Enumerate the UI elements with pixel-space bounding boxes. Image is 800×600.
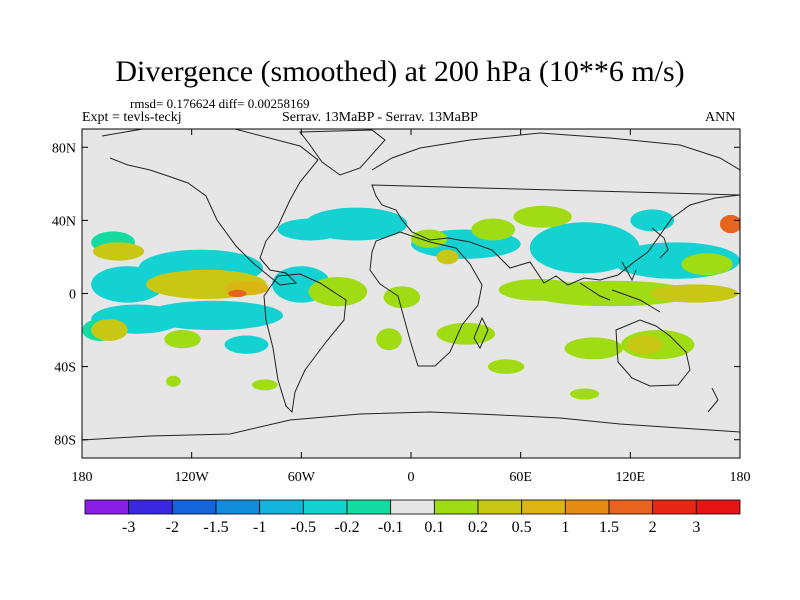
chart-title: Divergence (smoothed) at 200 hPa (10**6 … [115, 55, 685, 88]
field-region-24 [471, 218, 516, 241]
field-region-38 [626, 335, 664, 354]
field-region-31 [564, 337, 624, 360]
field-region-30 [681, 253, 733, 276]
field-region-6 [277, 218, 344, 241]
colorbar-box-10 [521, 499, 566, 515]
colorbar-box-12 [608, 499, 654, 515]
colorbar: -3 -2 -1.5 -1 -0.5 -0.2 -0.1 0.1 0.2 0.5 1 1.5 2 3 [84, 499, 741, 536]
field-region-35 [570, 388, 600, 400]
y-tick-label-4: 80S [54, 434, 76, 449]
comparison-label: Serrav. 13MaBP - Serrav. 13MaBP [282, 110, 478, 125]
x-tick-label-1: 120W [175, 470, 210, 485]
x-tick-label-6: 180 [730, 470, 751, 485]
y-tick-label-3: 40S [54, 361, 76, 376]
colorbar-label-12: 2 [649, 519, 657, 536]
field-region-26 [487, 359, 525, 374]
field-region-23 [411, 229, 448, 248]
colorbar-box-9 [477, 499, 523, 515]
field-region-3 [144, 300, 284, 331]
field-region-15 [91, 319, 128, 342]
y-tick-label-1: 40N [52, 214, 76, 229]
coast-africa [369, 231, 483, 367]
x-tick-label-4: 60E [509, 470, 532, 485]
x-tick-label-5: 120E [616, 470, 646, 485]
season-label: ANN [705, 110, 736, 125]
coast-greenland [299, 129, 386, 176]
colorbar-box-6 [346, 499, 392, 515]
coast-antarctica [82, 411, 740, 441]
colorbar-box-8 [433, 499, 479, 515]
field-region-11 [224, 335, 269, 354]
field-region-27 [513, 205, 572, 228]
x-tick-label-2: 60W [288, 470, 316, 485]
experiment-label: Expt = tevls-teckj [82, 110, 182, 125]
colorbar-label-3: -1 [253, 519, 266, 536]
colorbar-box-3 [215, 499, 261, 515]
divergence-field [82, 205, 740, 400]
colorbar-box-11 [564, 499, 610, 515]
field-region-22 [376, 328, 402, 351]
plot-border [81, 128, 741, 459]
field-region-14 [92, 242, 145, 261]
field-region-19 [164, 330, 201, 349]
colorbar-label-5: -0.2 [334, 519, 359, 536]
colorbar-label-8: 0.2 [468, 519, 488, 536]
field-region-37 [650, 284, 739, 303]
field-region-34 [166, 375, 181, 387]
colorbar-box-0 [84, 499, 130, 515]
y-tick-label-2: 0 [69, 288, 76, 303]
coast-madagascar [473, 316, 489, 350]
colorbar-label-1: -2 [166, 519, 179, 536]
field-region-21 [383, 286, 421, 309]
field-region-36 [436, 249, 459, 265]
field-region-39 [719, 214, 740, 234]
field-region-10 [630, 209, 675, 232]
colorbar-label-6: -0.1 [378, 519, 403, 536]
coast-south-america [263, 273, 347, 414]
field-region-20 [308, 277, 368, 307]
colorbar-box-4 [259, 499, 304, 515]
colorbar-label-2: -1.5 [203, 519, 228, 536]
colorbar-box-2 [171, 499, 217, 515]
colorbar-box-7 [390, 499, 435, 515]
colorbar-label-13: 3 [692, 519, 700, 536]
axes: 180 120W 60W 0 60E 120E 180 80N 40N 0 40S 80S [52, 129, 751, 485]
coast-new-zealand [707, 387, 719, 413]
colorbar-box-14 [695, 499, 741, 515]
field-region-25 [436, 322, 496, 345]
colorbar-label-4: -0.5 [291, 519, 316, 536]
stats-line: rmsd= 0.176624 diff= 0.00258169 [130, 96, 310, 111]
coast-australia [615, 319, 691, 387]
colorbar-box-13 [652, 499, 697, 515]
y-tick-label-0: 80N [52, 141, 76, 156]
colorbar-label-11: 1.5 [599, 519, 619, 536]
x-tick-label-0: 180 [72, 470, 93, 485]
colorbar-box-1 [128, 499, 173, 515]
colorbar-label-7: 0.1 [424, 519, 444, 536]
coast-japan [651, 227, 669, 259]
colorbar-label-9: 0.5 [512, 519, 532, 536]
coast-maritime-continent [579, 261, 661, 313]
field-region-18 [228, 289, 247, 298]
field-region-29 [529, 280, 695, 307]
coastlines [82, 129, 740, 441]
colorbar-box-5 [302, 499, 348, 515]
coast-north-america [101, 129, 319, 286]
colorbar-label-10: 1 [561, 519, 569, 536]
coast-eurasia [371, 132, 740, 286]
field-region-33 [251, 379, 278, 391]
x-tick-label-3: 0 [408, 470, 415, 485]
colorbar-label-0: -3 [122, 519, 135, 536]
